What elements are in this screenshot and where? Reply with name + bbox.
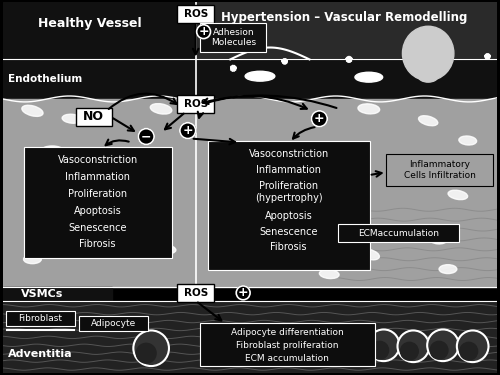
Circle shape xyxy=(368,330,400,361)
Circle shape xyxy=(134,330,169,366)
Circle shape xyxy=(427,330,459,361)
Text: Proliferation: Proliferation xyxy=(68,189,128,199)
Text: +: + xyxy=(314,112,324,125)
Text: Fibroblast: Fibroblast xyxy=(18,314,62,323)
Bar xyxy=(3,301,498,373)
FancyBboxPatch shape xyxy=(76,108,112,126)
Text: Proliferation: Proliferation xyxy=(259,181,318,191)
Text: Senescence: Senescence xyxy=(260,226,318,237)
Ellipse shape xyxy=(22,105,43,116)
Text: Senescence: Senescence xyxy=(68,223,127,232)
Ellipse shape xyxy=(102,171,121,180)
FancyBboxPatch shape xyxy=(79,316,148,332)
Text: ROS: ROS xyxy=(184,9,208,19)
Ellipse shape xyxy=(156,245,176,254)
Circle shape xyxy=(138,129,154,144)
Bar xyxy=(3,99,498,287)
Text: (hypertrophy): (hypertrophy) xyxy=(255,193,322,203)
Text: +: + xyxy=(238,286,248,299)
Circle shape xyxy=(136,344,156,363)
Text: Inflammatory
Cells Infiltration: Inflammatory Cells Infiltration xyxy=(404,160,475,180)
Text: Adipocyte differentiation: Adipocyte differentiation xyxy=(231,328,344,337)
Text: Endothelium: Endothelium xyxy=(8,74,83,84)
Circle shape xyxy=(312,111,328,127)
Text: +: + xyxy=(182,124,193,137)
Bar xyxy=(3,287,112,301)
FancyBboxPatch shape xyxy=(6,310,75,327)
Circle shape xyxy=(236,286,250,300)
Circle shape xyxy=(398,330,429,362)
Text: Inflammation: Inflammation xyxy=(256,165,321,175)
Bar xyxy=(3,2,498,59)
Ellipse shape xyxy=(343,165,365,175)
Text: Vasoconstriction: Vasoconstriction xyxy=(58,155,138,165)
Bar xyxy=(196,2,498,59)
Ellipse shape xyxy=(459,136,476,145)
FancyBboxPatch shape xyxy=(200,23,266,53)
Ellipse shape xyxy=(429,235,447,244)
Text: ECM accumulation: ECM accumulation xyxy=(245,354,329,363)
Ellipse shape xyxy=(448,190,468,200)
Circle shape xyxy=(231,66,235,71)
FancyBboxPatch shape xyxy=(177,5,214,23)
Ellipse shape xyxy=(150,104,172,114)
Text: Adhesion
Molecules: Adhesion Molecules xyxy=(210,28,256,47)
Ellipse shape xyxy=(402,26,454,81)
FancyBboxPatch shape xyxy=(200,322,374,366)
Circle shape xyxy=(430,341,448,359)
Ellipse shape xyxy=(418,116,438,126)
Text: Fibroblast proliferation: Fibroblast proliferation xyxy=(236,341,338,350)
FancyBboxPatch shape xyxy=(208,141,370,270)
Ellipse shape xyxy=(42,146,63,155)
Circle shape xyxy=(400,342,418,360)
Text: NO: NO xyxy=(84,110,104,123)
Circle shape xyxy=(457,330,488,362)
Text: Adventitia: Adventitia xyxy=(8,349,72,359)
Text: Healthy Vessel: Healthy Vessel xyxy=(38,17,142,30)
Ellipse shape xyxy=(358,249,380,260)
Text: ROS: ROS xyxy=(184,288,208,298)
Ellipse shape xyxy=(355,72,382,82)
Ellipse shape xyxy=(439,265,457,274)
Ellipse shape xyxy=(62,114,82,123)
Ellipse shape xyxy=(358,104,380,114)
Circle shape xyxy=(346,57,352,62)
FancyBboxPatch shape xyxy=(386,154,494,186)
Text: Adipocyte: Adipocyte xyxy=(91,319,136,328)
FancyBboxPatch shape xyxy=(24,147,172,258)
FancyBboxPatch shape xyxy=(177,95,214,113)
Ellipse shape xyxy=(245,71,275,81)
Text: Apoptosis: Apoptosis xyxy=(74,206,122,216)
Circle shape xyxy=(196,25,210,39)
Text: Fibrosis: Fibrosis xyxy=(80,239,116,249)
Text: Hypertension – Vascular Remodelling: Hypertension – Vascular Remodelling xyxy=(221,11,468,24)
FancyBboxPatch shape xyxy=(177,284,214,302)
Bar xyxy=(3,59,498,99)
Ellipse shape xyxy=(24,255,42,264)
Ellipse shape xyxy=(418,70,438,82)
Ellipse shape xyxy=(320,270,339,279)
Text: Inflammation: Inflammation xyxy=(65,172,130,182)
Text: Vasoconstriction: Vasoconstriction xyxy=(248,149,329,159)
Text: VSMCs: VSMCs xyxy=(21,289,63,299)
Text: ECMaccumulation: ECMaccumulation xyxy=(358,228,439,237)
Ellipse shape xyxy=(66,224,87,235)
Text: +: + xyxy=(198,25,209,38)
Circle shape xyxy=(282,59,287,64)
FancyBboxPatch shape xyxy=(338,224,459,242)
Text: Apoptosis: Apoptosis xyxy=(265,211,312,221)
Text: −: − xyxy=(141,130,152,143)
Circle shape xyxy=(460,342,477,360)
Circle shape xyxy=(180,123,196,138)
Text: ROS: ROS xyxy=(184,99,208,109)
Circle shape xyxy=(371,341,388,359)
Text: Fibrosis: Fibrosis xyxy=(270,242,307,252)
Circle shape xyxy=(485,54,490,59)
